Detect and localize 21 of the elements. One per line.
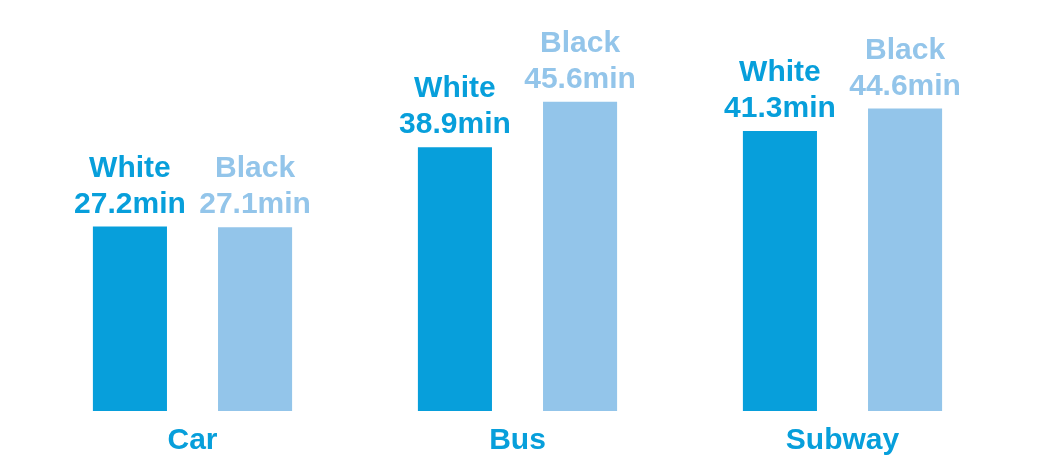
data-label: 27.1min — [199, 186, 311, 220]
x-tick-label: Car — [167, 422, 218, 456]
series-label: White — [414, 70, 496, 104]
bar — [868, 108, 943, 411]
x-tick-label: Bus — [489, 422, 546, 456]
bar — [92, 226, 167, 411]
text: Black — [865, 31, 946, 65]
data-label: 41.3min — [724, 89, 836, 123]
data-label: 45.6min — [524, 60, 636, 94]
text: Black — [540, 24, 621, 58]
text: White — [89, 149, 171, 183]
data-label: 27.2min — [74, 185, 186, 219]
data-label: 38.9min — [399, 106, 511, 140]
bar — [742, 130, 817, 411]
data-label: 44.6min — [849, 67, 961, 101]
series-label: Black — [215, 150, 296, 184]
x-tick-label: Subway — [785, 422, 900, 456]
text: White — [739, 53, 821, 87]
bar — [417, 147, 492, 411]
bar — [218, 227, 293, 411]
bar — [543, 101, 618, 411]
